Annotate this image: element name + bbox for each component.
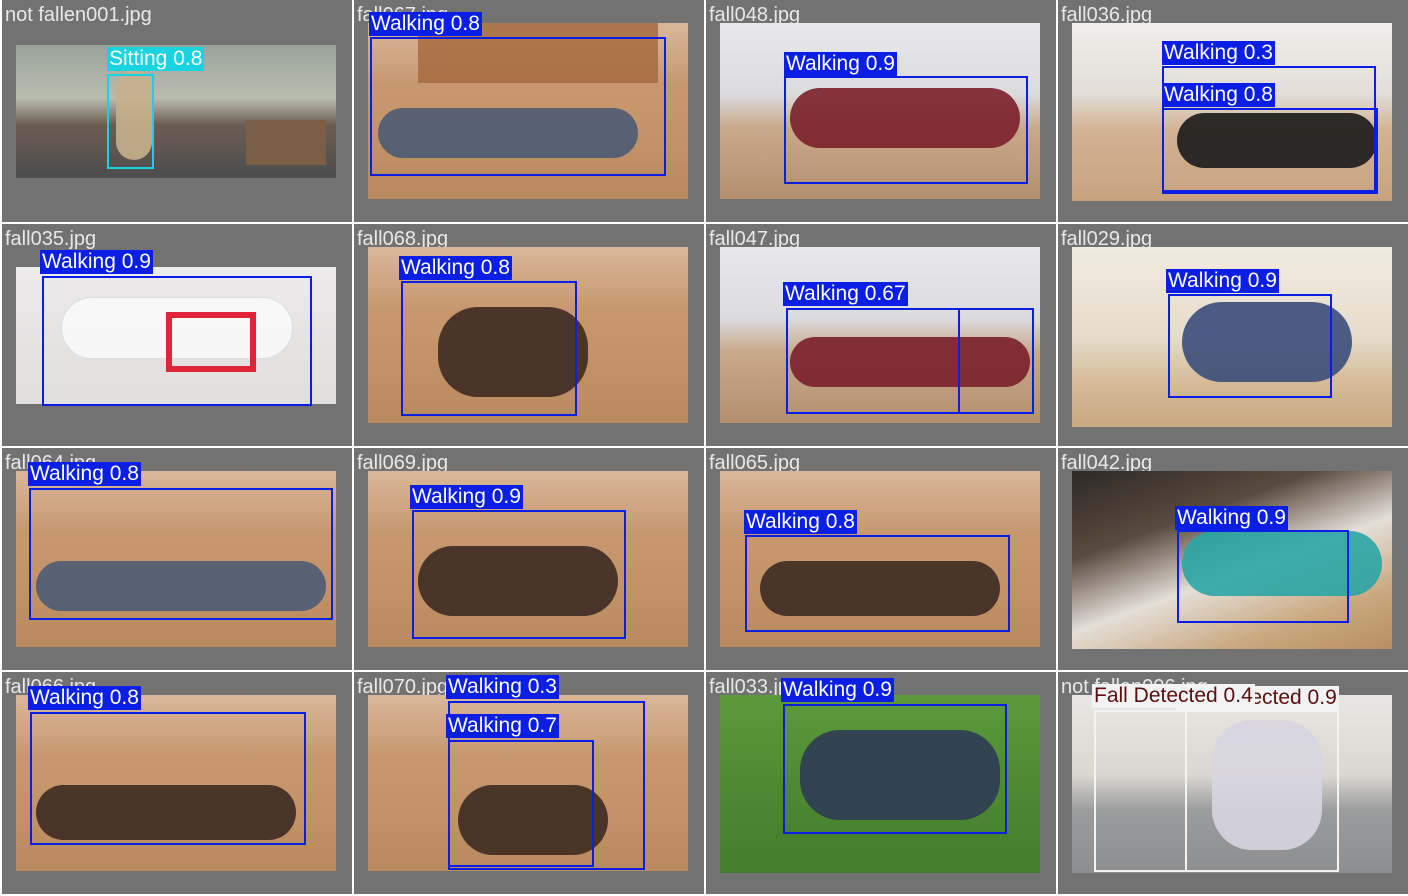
- bounding-box: [412, 510, 626, 639]
- bounding-box: [1094, 710, 1187, 872]
- filename-label: fall035.jpg: [5, 228, 96, 250]
- detection-label: Walking 0.8: [399, 256, 512, 280]
- detection-label: Walking 0.9: [40, 250, 153, 274]
- detection-label: Walking 0.8: [1162, 83, 1275, 107]
- detection-label: Walking 0.7: [446, 714, 559, 738]
- detection-label: Fall Detected 0.4: [1092, 684, 1255, 708]
- result-tile[interactable]: fall064.jpg Walking 0.8: [2, 448, 352, 670]
- bounding-box: [784, 76, 1028, 184]
- detection-label: Walking 0.9: [781, 678, 894, 702]
- detection-label: Walking 0.3: [446, 675, 559, 699]
- detection-label: Walking 0.9: [784, 52, 897, 76]
- result-tile[interactable]: not fallen001.jpg Sitting 0.8: [2, 0, 352, 222]
- bounding-box: [370, 37, 666, 176]
- result-tile[interactable]: fall069.jpg Walking 0.9: [354, 448, 704, 670]
- bounding-box: [1162, 108, 1378, 194]
- detection-label: Walking 0.3: [1162, 41, 1275, 65]
- detection-label: Sitting 0.8: [107, 47, 204, 71]
- result-tile[interactable]: fall048.jpg Walking 0.9: [706, 0, 1056, 222]
- bounding-box: [958, 308, 1034, 414]
- result-tile[interactable]: fall070.jpg Walking 0.3 Walking 0.7: [354, 672, 704, 894]
- detection-label: Walking 0.9: [1175, 506, 1288, 530]
- bounding-box: [107, 74, 154, 169]
- result-tile[interactable]: fall035.jpg Walking 0.9: [2, 224, 352, 446]
- result-tile[interactable]: fall029.jpg Walking 0.9: [1058, 224, 1408, 446]
- bounding-box: [1177, 530, 1349, 623]
- result-tile[interactable]: not fallen006.jpg Fall Detected 0.9 Fall…: [1058, 672, 1408, 894]
- detection-label: Walking 0.8: [28, 462, 141, 486]
- result-tile[interactable]: fall033.jpg Walking 0.9: [706, 672, 1056, 894]
- bounding-box: [745, 535, 1010, 632]
- bounding-box: [29, 488, 333, 620]
- result-tile[interactable]: fall065.jpg Walking 0.8: [706, 448, 1056, 670]
- bounding-box: [786, 308, 960, 414]
- bounding-box: [783, 704, 1007, 834]
- bounding-box: [401, 281, 577, 416]
- result-tile[interactable]: fall067.jpg Walking 0.8: [354, 0, 704, 222]
- bounding-box: [1168, 294, 1332, 398]
- filename-label: not fallen001.jpg: [5, 4, 152, 26]
- detection-label: Walking 0.9: [1166, 269, 1279, 293]
- result-tile[interactable]: fall066.jpg Walking 0.8: [2, 672, 352, 894]
- detection-label: Walking 0.67: [783, 282, 908, 306]
- result-tile[interactable]: fall042.jpg Walking 0.9: [1058, 448, 1408, 670]
- detection-label: Walking 0.8: [28, 686, 141, 710]
- bounding-box: [42, 276, 312, 406]
- bounding-box: [448, 740, 594, 867]
- bounding-box: [1185, 710, 1339, 872]
- result-tile[interactable]: fall047.jpg Walking 0.67: [706, 224, 1056, 446]
- result-tile[interactable]: fall036.jpg Walking 0.3 Walking 0.8: [1058, 0, 1408, 222]
- detection-label: Walking 0.8: [744, 510, 857, 534]
- detection-label: Walking 0.8: [369, 12, 482, 36]
- detection-label: Walking 0.9: [410, 485, 523, 509]
- bounding-box: [30, 712, 306, 845]
- result-tile[interactable]: fall068.jpg Walking 0.8: [354, 224, 704, 446]
